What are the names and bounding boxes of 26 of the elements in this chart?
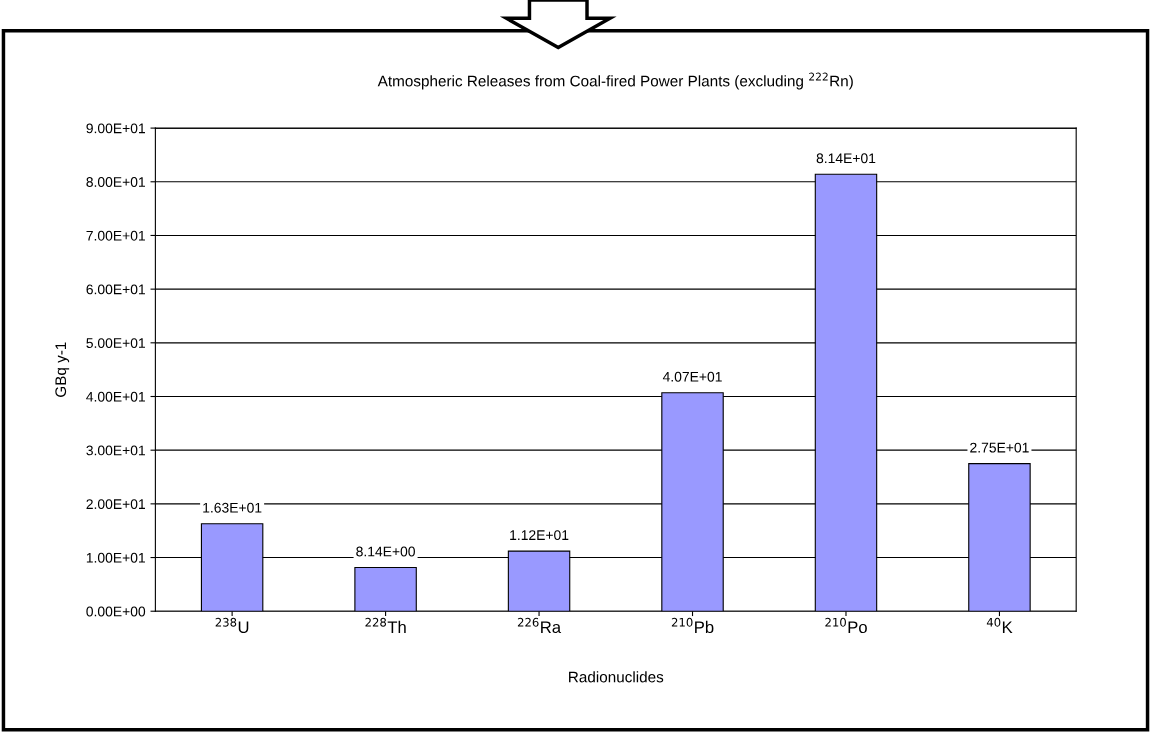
y-tick-label: 5.00E+01 bbox=[86, 338, 145, 348]
chart-title: Atmospheric Releases from Coal-fired Power Plants (excluding $^{222}$Rn) bbox=[377, 72, 853, 90]
data-label: 1.12E+01 bbox=[510, 530, 569, 541]
x-tick-label: $^{40}$K bbox=[986, 617, 1013, 633]
x-tick-label: $^{210}$Po bbox=[825, 617, 867, 634]
y-tick-label: 6.00E+01 bbox=[86, 284, 145, 295]
y-tick-label: 7.00E+01 bbox=[86, 230, 145, 241]
data-label: 2.75E+01 bbox=[970, 442, 1029, 453]
data-label: 8.14E+01 bbox=[816, 153, 876, 164]
data-label: 1.63E+01 bbox=[203, 502, 262, 513]
y-tick-label: 4.00E+01 bbox=[86, 391, 145, 402]
data-label: 4.07E+01 bbox=[662, 371, 722, 382]
y-tick-label: 8.00E+01 bbox=[86, 177, 145, 187]
data-label: 8.14E+00 bbox=[356, 546, 415, 557]
y-axis-title: GBq y-1 bbox=[55, 342, 70, 397]
x-tick-label: $^{228}$Th bbox=[365, 617, 406, 633]
y-tick-label: 9.00E+01 bbox=[86, 123, 145, 134]
x-tick-label: $^{226}$Ra bbox=[517, 617, 562, 634]
y-tick-label: 1.00E+01 bbox=[86, 552, 145, 563]
y-tick-label: 3.00E+01 bbox=[86, 445, 145, 456]
x-tick-label: $^{238}$U bbox=[215, 617, 249, 634]
y-tick-label: 2.00E+01 bbox=[86, 499, 145, 510]
x-tick-label: $^{210}$Pb bbox=[671, 617, 714, 634]
y-tick-label: 0.00E+00 bbox=[86, 606, 146, 617]
bar bbox=[354, 566, 417, 612]
x-axis-title: Radionuclides bbox=[569, 671, 664, 683]
